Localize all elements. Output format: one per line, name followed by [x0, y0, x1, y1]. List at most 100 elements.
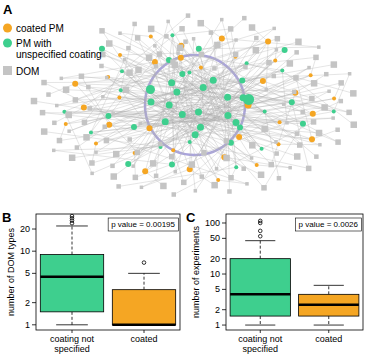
node [260, 78, 266, 84]
edge [222, 20, 243, 98]
node [295, 131, 300, 136]
tick-label: 1 [25, 320, 30, 330]
panel-letter: C [186, 210, 196, 225]
node [67, 129, 71, 133]
edge [222, 71, 282, 89]
node [209, 30, 214, 35]
frame [36, 214, 180, 330]
node [111, 173, 118, 180]
tick-label: 2 [215, 305, 220, 315]
node [72, 81, 78, 87]
node [224, 138, 230, 144]
node [321, 104, 328, 111]
node [243, 65, 248, 70]
edge [103, 55, 303, 124]
edge [312, 130, 338, 140]
node [131, 164, 135, 168]
node [314, 154, 319, 159]
node [250, 156, 254, 160]
node [64, 122, 68, 126]
tick [32, 324, 36, 325]
node [332, 110, 336, 114]
node [105, 113, 111, 119]
annotation-box [296, 218, 362, 231]
node [89, 130, 93, 134]
edge [121, 24, 135, 90]
legend-swatch [3, 66, 12, 75]
node [63, 86, 70, 93]
node [260, 147, 264, 151]
edge [102, 31, 249, 100]
edge [334, 74, 350, 112]
node [169, 161, 175, 167]
edge [169, 60, 230, 108]
node [83, 134, 90, 141]
edge [181, 58, 189, 119]
x-tick [328, 330, 329, 333]
tick-label: 50 [210, 233, 220, 243]
node [135, 150, 141, 156]
node [189, 161, 196, 168]
node [294, 50, 299, 55]
node [233, 52, 239, 58]
outlier [142, 261, 146, 265]
outlier [70, 214, 74, 218]
node [272, 74, 277, 79]
node [288, 166, 292, 170]
edge [119, 167, 237, 186]
text-line: coated PM [16, 23, 64, 34]
box [230, 259, 290, 316]
node [88, 106, 93, 111]
node [200, 174, 205, 179]
whisker [260, 241, 261, 259]
whisker-cap [314, 325, 344, 326]
edge [169, 60, 175, 172]
edge [182, 63, 247, 100]
median [40, 275, 103, 278]
node [200, 84, 207, 91]
node [310, 111, 316, 117]
node [210, 77, 217, 84]
node [324, 72, 329, 77]
node [150, 160, 157, 167]
edge [151, 101, 209, 103]
node [273, 58, 277, 62]
node [179, 26, 185, 32]
box [112, 290, 175, 325]
node [199, 52, 205, 58]
node [86, 85, 91, 90]
node [140, 186, 144, 190]
node [101, 95, 105, 99]
node [274, 140, 278, 144]
tick [32, 273, 36, 274]
edge [215, 50, 285, 118]
x-tick [260, 330, 261, 333]
node [187, 70, 191, 74]
node [55, 104, 59, 108]
node [275, 36, 281, 42]
edge [242, 80, 349, 112]
node [106, 122, 112, 128]
node [245, 182, 249, 186]
node [174, 170, 178, 174]
node [152, 59, 158, 65]
boxes [230, 219, 359, 325]
node [297, 142, 303, 148]
node [40, 110, 46, 116]
node [265, 39, 271, 45]
edge [227, 110, 264, 112]
text-line: coated [130, 334, 157, 344]
node [57, 138, 63, 144]
node [211, 182, 218, 189]
node [173, 89, 180, 96]
node [311, 80, 318, 87]
node [166, 20, 170, 24]
node [94, 141, 98, 145]
edge [228, 97, 338, 142]
node [317, 45, 321, 49]
node [242, 16, 247, 21]
node [169, 154, 175, 160]
node [280, 69, 284, 73]
node [146, 54, 153, 61]
node [171, 148, 175, 152]
